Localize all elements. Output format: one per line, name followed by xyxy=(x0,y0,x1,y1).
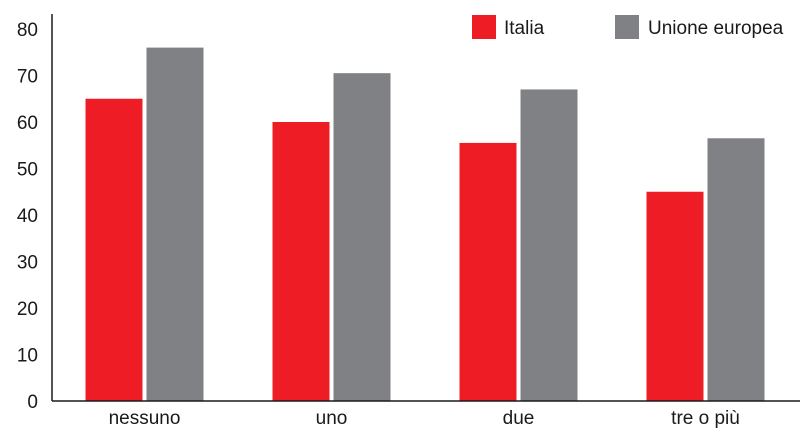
y-tick-label: 80 xyxy=(17,20,38,41)
x-category-label: nessuno xyxy=(109,408,181,428)
x-category-label: uno xyxy=(316,408,348,428)
y-tick-label: 40 xyxy=(17,206,38,227)
bar-unione-europea-0 xyxy=(146,47,204,401)
bar-unione-europea-2 xyxy=(520,89,578,401)
legend-swatch-unione-europea xyxy=(615,15,639,39)
bar-italia-3 xyxy=(646,191,704,401)
bars-group xyxy=(85,47,765,402)
bar-unione-europea-1 xyxy=(333,73,391,402)
y-tick-label: 10 xyxy=(17,346,38,367)
x-category-label: due xyxy=(503,408,535,428)
y-tick-label: 0 xyxy=(27,392,38,413)
y-tick-label: 70 xyxy=(17,67,38,88)
y-tick-label: 60 xyxy=(17,113,38,134)
bar-unione-europea-3 xyxy=(707,138,765,401)
x-axis-labels: nessuno uno due tre o più xyxy=(109,408,740,429)
bar-italia-2 xyxy=(459,142,517,402)
legend-label-italia: Italia xyxy=(504,18,545,39)
x-category-label: tre o più xyxy=(671,408,740,428)
legend: Italia Unione europea xyxy=(472,15,784,39)
y-tick-label: 50 xyxy=(17,160,38,181)
y-axis-ticks: 0 10 20 30 40 50 60 70 80 xyxy=(17,20,38,413)
legend-label-unione-europea: Unione europea xyxy=(648,18,784,39)
bar-italia-1 xyxy=(272,122,330,401)
y-tick-label: 30 xyxy=(17,253,38,274)
y-tick-label: 20 xyxy=(17,299,38,320)
bar-italia-0 xyxy=(85,98,143,401)
legend-swatch-italia xyxy=(472,15,496,39)
